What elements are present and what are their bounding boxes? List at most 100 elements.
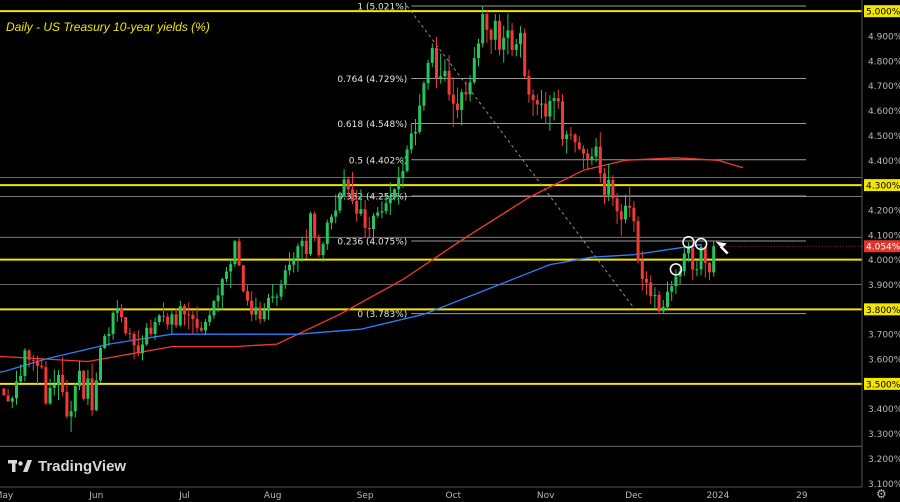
candle-body bbox=[355, 201, 359, 214]
candle bbox=[132, 331, 136, 359]
candle-body bbox=[229, 264, 233, 272]
candle bbox=[472, 46, 476, 85]
candle bbox=[103, 333, 107, 349]
candle-body bbox=[283, 270, 287, 285]
candle bbox=[19, 364, 23, 384]
candle bbox=[359, 189, 363, 217]
fib-level-label: 0 (3.783%) bbox=[357, 310, 407, 320]
candle-body bbox=[157, 315, 161, 323]
candle bbox=[594, 138, 598, 163]
candle bbox=[624, 194, 627, 224]
candle-body bbox=[632, 207, 636, 222]
candle-body bbox=[292, 258, 296, 265]
candle bbox=[246, 285, 249, 306]
candle-body bbox=[342, 179, 346, 196]
candle-body bbox=[250, 300, 254, 315]
candle-body bbox=[531, 94, 535, 101]
candle-body bbox=[456, 103, 459, 111]
y-tick-label: 3.900% bbox=[868, 281, 900, 291]
y-tick-label: 3.700% bbox=[868, 331, 900, 341]
candle bbox=[124, 317, 128, 336]
candle bbox=[166, 312, 170, 330]
candle bbox=[519, 26, 522, 58]
candle bbox=[611, 175, 615, 207]
candle-body bbox=[288, 264, 291, 271]
candle bbox=[145, 323, 149, 347]
candle bbox=[271, 284, 275, 303]
candle bbox=[321, 242, 325, 262]
candle-body bbox=[103, 335, 107, 349]
candle bbox=[338, 191, 342, 214]
moving-average-red-line bbox=[0, 157, 744, 363]
candle-body bbox=[241, 265, 245, 292]
candle-body bbox=[426, 62, 430, 84]
level-tag bbox=[864, 377, 900, 390]
candle bbox=[603, 167, 606, 204]
candle bbox=[376, 206, 380, 218]
candle-body bbox=[65, 392, 69, 417]
candle bbox=[31, 354, 35, 371]
candle-body bbox=[321, 243, 325, 256]
candle-body bbox=[275, 296, 279, 298]
fib-level-label: 0.236 (4.075%) bbox=[337, 238, 407, 248]
candle-body bbox=[552, 98, 556, 101]
pointer-arrow bbox=[715, 241, 729, 255]
candle-body bbox=[6, 395, 10, 402]
candle bbox=[481, 5, 485, 48]
y-tick-label: 3.100% bbox=[868, 480, 900, 490]
candle-body bbox=[296, 246, 300, 259]
highlight-circle bbox=[682, 236, 695, 249]
candle-body bbox=[460, 92, 464, 111]
candle-body bbox=[624, 205, 627, 220]
candle-body bbox=[145, 327, 149, 345]
candle-body bbox=[414, 131, 417, 134]
candle bbox=[661, 299, 665, 314]
candle-body bbox=[141, 344, 144, 354]
candle-body bbox=[174, 314, 178, 326]
candle-body bbox=[561, 101, 564, 140]
candle-body bbox=[86, 378, 90, 399]
candle bbox=[649, 275, 653, 305]
candle bbox=[52, 369, 56, 396]
candle bbox=[317, 234, 321, 258]
candle-body bbox=[115, 308, 119, 313]
candle bbox=[460, 88, 464, 126]
candle-body bbox=[300, 240, 304, 247]
y-tick-label: 4.200% bbox=[868, 206, 900, 216]
candle bbox=[73, 382, 77, 418]
level-tag bbox=[864, 303, 900, 316]
candle bbox=[267, 293, 270, 320]
candle bbox=[552, 91, 556, 121]
candle-body bbox=[233, 241, 237, 265]
candle bbox=[451, 77, 455, 127]
y-tick-label: 4.600% bbox=[868, 107, 900, 117]
x-tick-label: 2024 bbox=[706, 491, 729, 501]
candle bbox=[628, 186, 632, 217]
x-tick-label: Jul bbox=[178, 491, 190, 501]
candle bbox=[586, 149, 590, 170]
candle bbox=[195, 306, 199, 333]
settings-gear-icon[interactable]: ⚙ bbox=[876, 487, 887, 501]
candle-body bbox=[363, 209, 367, 228]
candle bbox=[548, 95, 552, 131]
candle bbox=[212, 299, 216, 319]
candle bbox=[456, 87, 459, 119]
candle bbox=[111, 311, 115, 340]
candle-body bbox=[27, 350, 31, 360]
candle-body bbox=[577, 142, 581, 149]
candle bbox=[393, 188, 396, 201]
candle bbox=[636, 216, 640, 264]
candle-body bbox=[94, 380, 98, 411]
candle-body bbox=[15, 381, 18, 399]
candle-body bbox=[636, 221, 640, 261]
candle-body bbox=[695, 269, 699, 271]
candle-body bbox=[682, 253, 686, 272]
moving-average-blue-line bbox=[0, 244, 702, 373]
candle-body bbox=[317, 236, 321, 256]
candle-body bbox=[309, 213, 312, 254]
candle bbox=[309, 211, 312, 257]
candle bbox=[464, 80, 468, 101]
candle-body bbox=[82, 370, 86, 399]
candle-body bbox=[670, 286, 674, 292]
candle bbox=[199, 322, 203, 333]
